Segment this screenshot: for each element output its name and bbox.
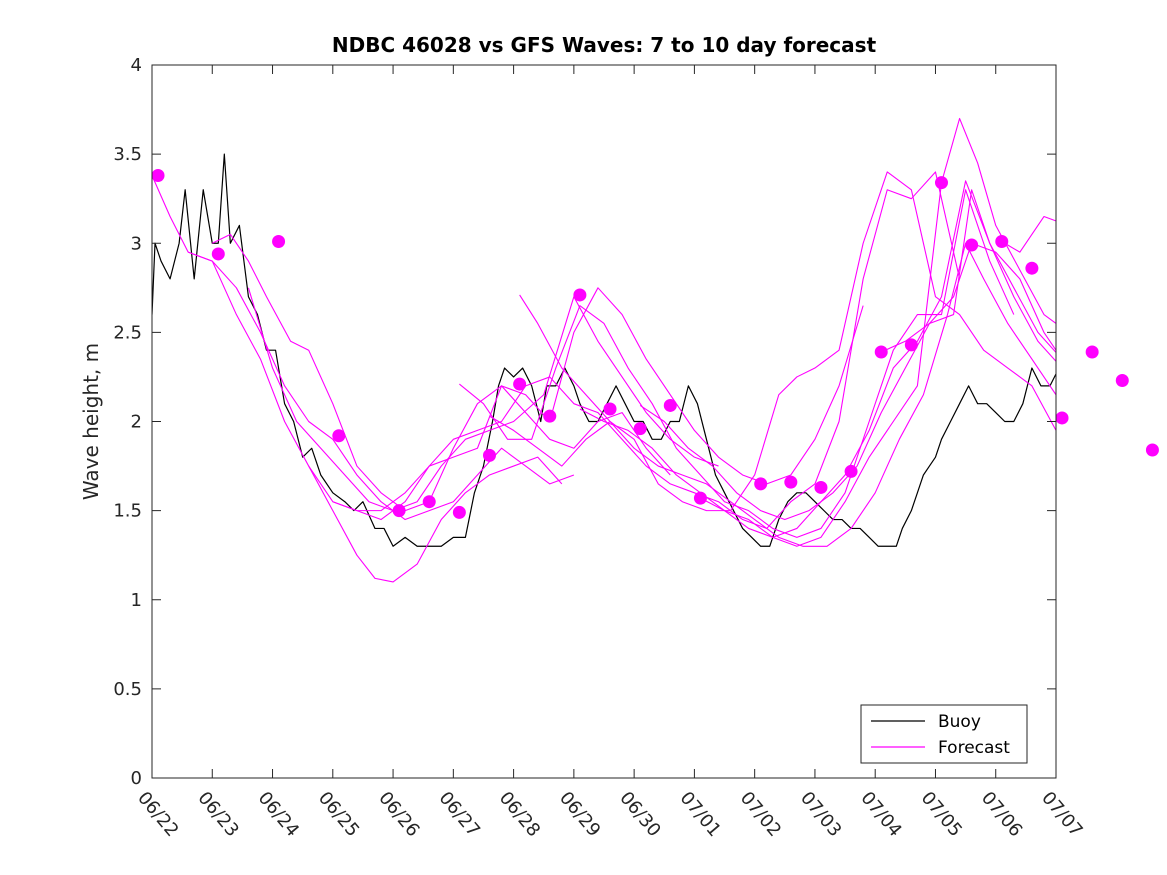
y-tick-label: 2	[131, 412, 142, 433]
forecast-series-line-9	[519, 242, 1056, 547]
plot-area	[151, 117, 1159, 583]
forecast-series-line-11	[639, 189, 1056, 521]
forecast-marker-6	[422, 495, 436, 509]
forecast-marker-14	[663, 398, 677, 412]
forecast-marker-19	[844, 464, 858, 478]
forecast-marker-1	[151, 169, 165, 183]
y-tick-label: 1.5	[113, 501, 142, 522]
forecast-marker-10	[543, 409, 557, 423]
legend-box	[860, 704, 1028, 764]
forecast-series-line-6	[332, 171, 961, 529]
forecast-marker-7	[452, 505, 466, 519]
y-axis-label: Wave height, m	[79, 343, 103, 500]
forecast-marker-29	[1145, 443, 1159, 457]
forecast-marker-2	[211, 247, 225, 261]
legend-label-1: Buoy	[938, 712, 981, 732]
forecast-marker-18	[814, 480, 828, 494]
forecast-marker-26	[1055, 411, 1069, 425]
y-tick-label: 3	[131, 233, 142, 254]
forecast-marker-8	[482, 448, 496, 462]
forecast-marker-21	[904, 338, 918, 352]
legend: Buoy Forecast	[860, 704, 1028, 764]
forecast-marker-9	[513, 377, 527, 391]
forecast-marker-25	[1025, 261, 1039, 275]
y-tick-label: 0.5	[113, 679, 142, 700]
forecast-marker-23	[965, 238, 979, 252]
forecast-marker-20	[874, 345, 888, 359]
forecast-marker-24	[995, 234, 1009, 248]
buoy-series-line	[152, 153, 1056, 547]
forecast-series-line-2	[187, 251, 563, 583]
chart-title: NDBC 46028 vs GFS Waves: 7 to 10 day for…	[332, 33, 877, 57]
forecast-marker-5	[392, 504, 406, 518]
forecast-marker-4	[332, 429, 346, 443]
y-tick-label: 1	[131, 590, 142, 611]
forecast-marker-15	[693, 491, 707, 505]
y-tick-label: 2.5	[113, 322, 142, 343]
forecast-marker-13	[633, 422, 647, 436]
y-tick-label: 0	[131, 768, 142, 789]
forecast-marker-28	[1115, 374, 1129, 387]
forecast-marker-16	[754, 477, 768, 491]
forecast-marker-12	[603, 402, 617, 416]
forecast-marker-11	[573, 288, 587, 302]
forecast-marker-3	[272, 234, 286, 248]
forecast-series-line-10	[579, 180, 1056, 538]
forecast-marker-27	[1085, 345, 1099, 359]
forecast-marker-17	[784, 475, 798, 489]
legend-label-2: Forecast	[938, 738, 1010, 758]
forecast-series-line-13	[881, 242, 1056, 353]
y-tick-label: 3.5	[113, 144, 142, 165]
y-tick-label: 4	[131, 55, 142, 76]
forecast-marker-22	[934, 176, 948, 190]
forecast-series-line-8	[489, 171, 1056, 512]
forecast-series-line-12	[700, 117, 1056, 547]
